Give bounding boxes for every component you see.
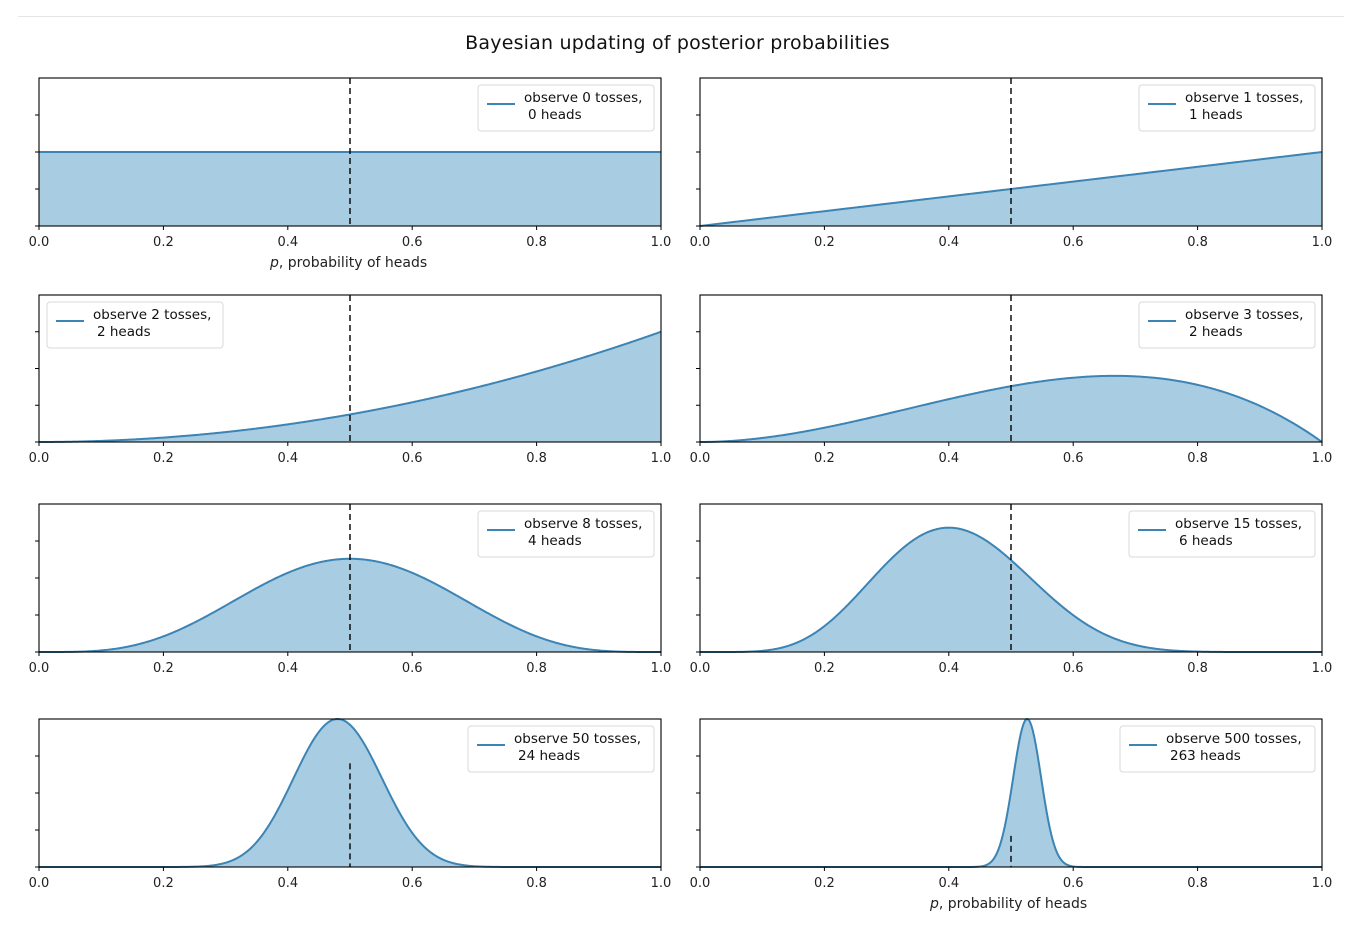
x-tick-label: 0.2 — [153, 235, 174, 250]
x-tick-label: 0.6 — [402, 235, 423, 250]
legend-line-1: observe 15 tosses, — [1175, 516, 1302, 532]
legend-line-2: 1 heads — [1189, 107, 1243, 123]
x-tick-label: 0.8 — [1187, 661, 1208, 676]
x-tick-label: 0.6 — [1063, 661, 1084, 676]
x-tick-label: 0.6 — [1063, 235, 1084, 250]
x-tick-label: 0.6 — [402, 876, 423, 891]
legend: observe 500 tosses,263 heads — [1119, 725, 1316, 773]
figure-title: Bayesian updating of posterior probabili… — [465, 32, 890, 54]
x-tick-label: 1.0 — [1312, 235, 1333, 250]
x-tick-label: 0.0 — [690, 661, 711, 676]
legend-line-1: observe 500 tosses, — [1166, 731, 1302, 747]
x-tick-label: 1.0 — [1312, 876, 1333, 891]
x-tick-label: 0.4 — [938, 876, 959, 891]
legend-line-2: 2 heads — [1189, 324, 1243, 340]
legend-line-1: observe 1 tosses, — [1185, 90, 1303, 106]
legend-line-2: 0 heads — [528, 107, 582, 123]
x-tick-label: 0.6 — [1063, 876, 1084, 891]
legend: observe 1 tosses,1 heads — [1138, 84, 1316, 132]
legend: observe 0 tosses,0 heads — [477, 84, 655, 132]
x-tick-label: 0.2 — [153, 876, 174, 891]
x-tick-label: 0.2 — [814, 661, 835, 676]
posterior-line — [39, 330, 662, 443]
x-tick-label: 0.2 — [814, 235, 835, 250]
x-tick-label: 0.4 — [277, 235, 298, 250]
legend: observe 2 tosses,2 heads — [46, 301, 224, 349]
legend-box — [1138, 84, 1316, 132]
x-tick-label: 0.0 — [690, 235, 711, 250]
x-tick-label: 0.2 — [814, 451, 835, 466]
legend-line-1: observe 8 tosses, — [524, 516, 642, 532]
legend: observe 8 tosses,4 heads — [477, 510, 655, 558]
legend: observe 15 tosses,6 heads — [1128, 510, 1316, 558]
x-tick-label: 0.0 — [29, 451, 50, 466]
xlabel-text-panel-8: p, probability of heads — [930, 896, 1088, 912]
x-tick-label: 0.4 — [938, 661, 959, 676]
legend-line-2: 6 heads — [1179, 533, 1233, 549]
x-tick-label: 0.8 — [1187, 876, 1208, 891]
x-tick-label: 1.0 — [651, 661, 672, 676]
subplot-5: 0.0 0.2 0.4 0.6 0.8 1.0 observe 8 tosses,4 hea… — [29, 503, 672, 676]
x-tick-label: 0.4 — [277, 661, 298, 676]
x-tick-label: 1.0 — [651, 451, 672, 466]
page-frame — [18, 16, 1344, 921]
x-tick-label: 1.0 — [651, 876, 672, 891]
x-tick-label: 0.0 — [29, 235, 50, 250]
legend-box — [1138, 301, 1316, 349]
x-tick-label: 0.6 — [1063, 451, 1084, 466]
x-tick-label: 0.8 — [1187, 235, 1208, 250]
legend-line-1: observe 3 tosses, — [1185, 307, 1303, 323]
x-tick-label: 0.4 — [277, 451, 298, 466]
legend-line-1: observe 0 tosses, — [524, 90, 642, 106]
x-tick-label: 1.0 — [1312, 661, 1333, 676]
x-tick-label: 0.8 — [1187, 451, 1208, 466]
legend-line-2: 263 heads — [1170, 748, 1241, 764]
x-tick-label: 0.4 — [938, 235, 959, 250]
x-tick-label: 0.2 — [153, 451, 174, 466]
xlabel-text-panel-1: p, probability of heads — [270, 255, 428, 271]
x-tick-label: 0.6 — [402, 451, 423, 466]
subplot-8: 0.0 0.2 0.4 0.6 0.8 1.0 observe 500 tosses,263… — [690, 717, 1333, 891]
xlabel-panel-8: p, probability of heads — [930, 896, 1087, 912]
subplot-4: 0.0 0.2 0.4 0.6 0.8 1.0 observe 3 tosses,2 hea… — [690, 294, 1333, 466]
x-tick-label: 0.2 — [153, 661, 174, 676]
x-tick-label: 0.0 — [29, 876, 50, 891]
legend-box — [1119, 725, 1316, 773]
subplot-6: 0.0 0.2 0.4 0.6 0.8 1.0 observe 15 tosses,6 he… — [690, 503, 1333, 676]
x-tick-label: 1.0 — [651, 235, 672, 250]
x-tick-label: 0.8 — [526, 235, 547, 250]
posterior-area — [39, 331, 661, 442]
legend-line-2: 4 heads — [528, 533, 582, 549]
legend-box — [477, 510, 655, 558]
x-tick-label: 0.4 — [277, 876, 298, 891]
x-tick-label: 0.6 — [402, 661, 423, 676]
legend-box — [46, 301, 224, 349]
x-tick-label: 0.8 — [526, 661, 547, 676]
subplot-1: 0.0 0.2 0.4 0.6 0.8 1.0 observe 0 tosses,0 hea… — [29, 77, 672, 250]
x-tick-label: 0.2 — [814, 876, 835, 891]
x-tick-label: 0.0 — [690, 451, 711, 466]
x-tick-label: 1.0 — [1312, 451, 1333, 466]
x-tick-label: 0.8 — [526, 876, 547, 891]
x-tick-label: 0.0 — [29, 661, 50, 676]
legend-box — [467, 725, 655, 773]
subplot-7: 0.0 0.2 0.4 0.6 0.8 1.0 observe 50 tosses,24 h… — [29, 717, 672, 891]
posterior-area — [39, 719, 661, 867]
subplot-2: 0.0 0.2 0.4 0.6 0.8 1.0 observe 1 tosses,1 hea… — [690, 77, 1333, 250]
x-tick-label: 0.0 — [690, 876, 711, 891]
legend-box — [1128, 510, 1316, 558]
legend-line-2: 2 heads — [97, 324, 151, 340]
x-tick-label: 0.4 — [938, 451, 959, 466]
legend-line-1: observe 2 tosses, — [93, 307, 211, 323]
legend-line-2: 24 heads — [518, 748, 580, 764]
legend-line-1: observe 50 tosses, — [514, 731, 641, 747]
x-tick-label: 0.8 — [526, 451, 547, 466]
legend: observe 50 tosses,24 heads — [467, 725, 655, 773]
subplot-3: 0.0 0.2 0.4 0.6 0.8 1.0 observe 2 tosses,2 hea… — [29, 294, 672, 466]
legend: observe 3 tosses,2 heads — [1138, 301, 1316, 349]
xlabel-panel-1: p, probability of heads — [270, 255, 427, 271]
legend-box — [477, 84, 655, 132]
